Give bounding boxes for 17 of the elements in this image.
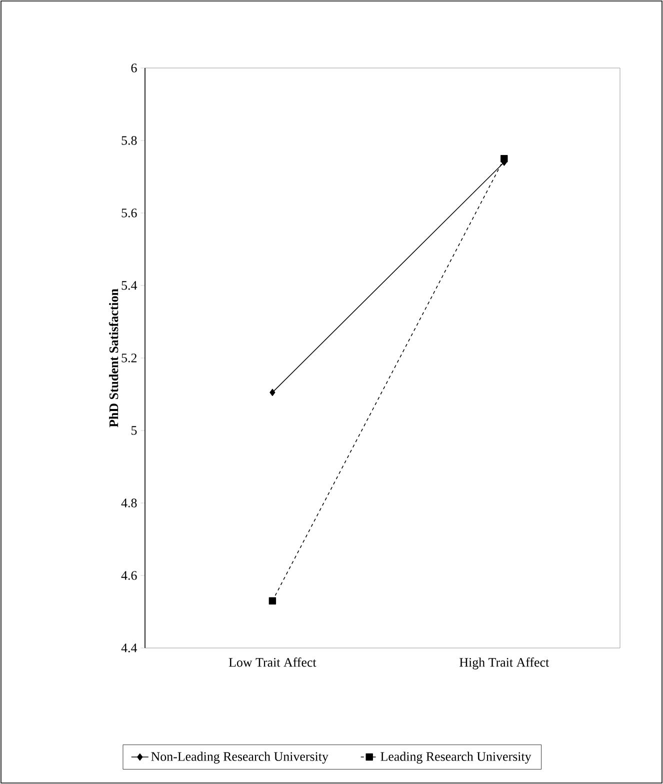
- y-tick-label: 4.6: [121, 571, 137, 580]
- y-tick-label: 5.4: [122, 281, 138, 290]
- x-tick-label: High Trait Affect: [460, 658, 550, 670]
- legend-label: Non-Leading Research University: [151, 752, 328, 764]
- y-tick-label: 5.6: [122, 208, 137, 218]
- point: [268, 597, 276, 604]
- y-tick-label: 5.2: [122, 354, 137, 362]
- legend-label: Leading Research University: [380, 752, 532, 764]
- x-tick-label: Low Trait Affect: [228, 658, 316, 667]
- point: [270, 388, 276, 396]
- point: [500, 155, 508, 162]
- y-tick-label: 5.8: [122, 136, 137, 145]
- y-tick-label: 4.8: [121, 498, 137, 508]
- y-axis-title: PhD Student Satisfaction: [108, 288, 118, 428]
- y-tick-label: 5: [132, 426, 137, 435]
- y-tick-label: 4.4: [121, 644, 138, 652]
- y-tick-label: 6: [131, 64, 137, 72]
